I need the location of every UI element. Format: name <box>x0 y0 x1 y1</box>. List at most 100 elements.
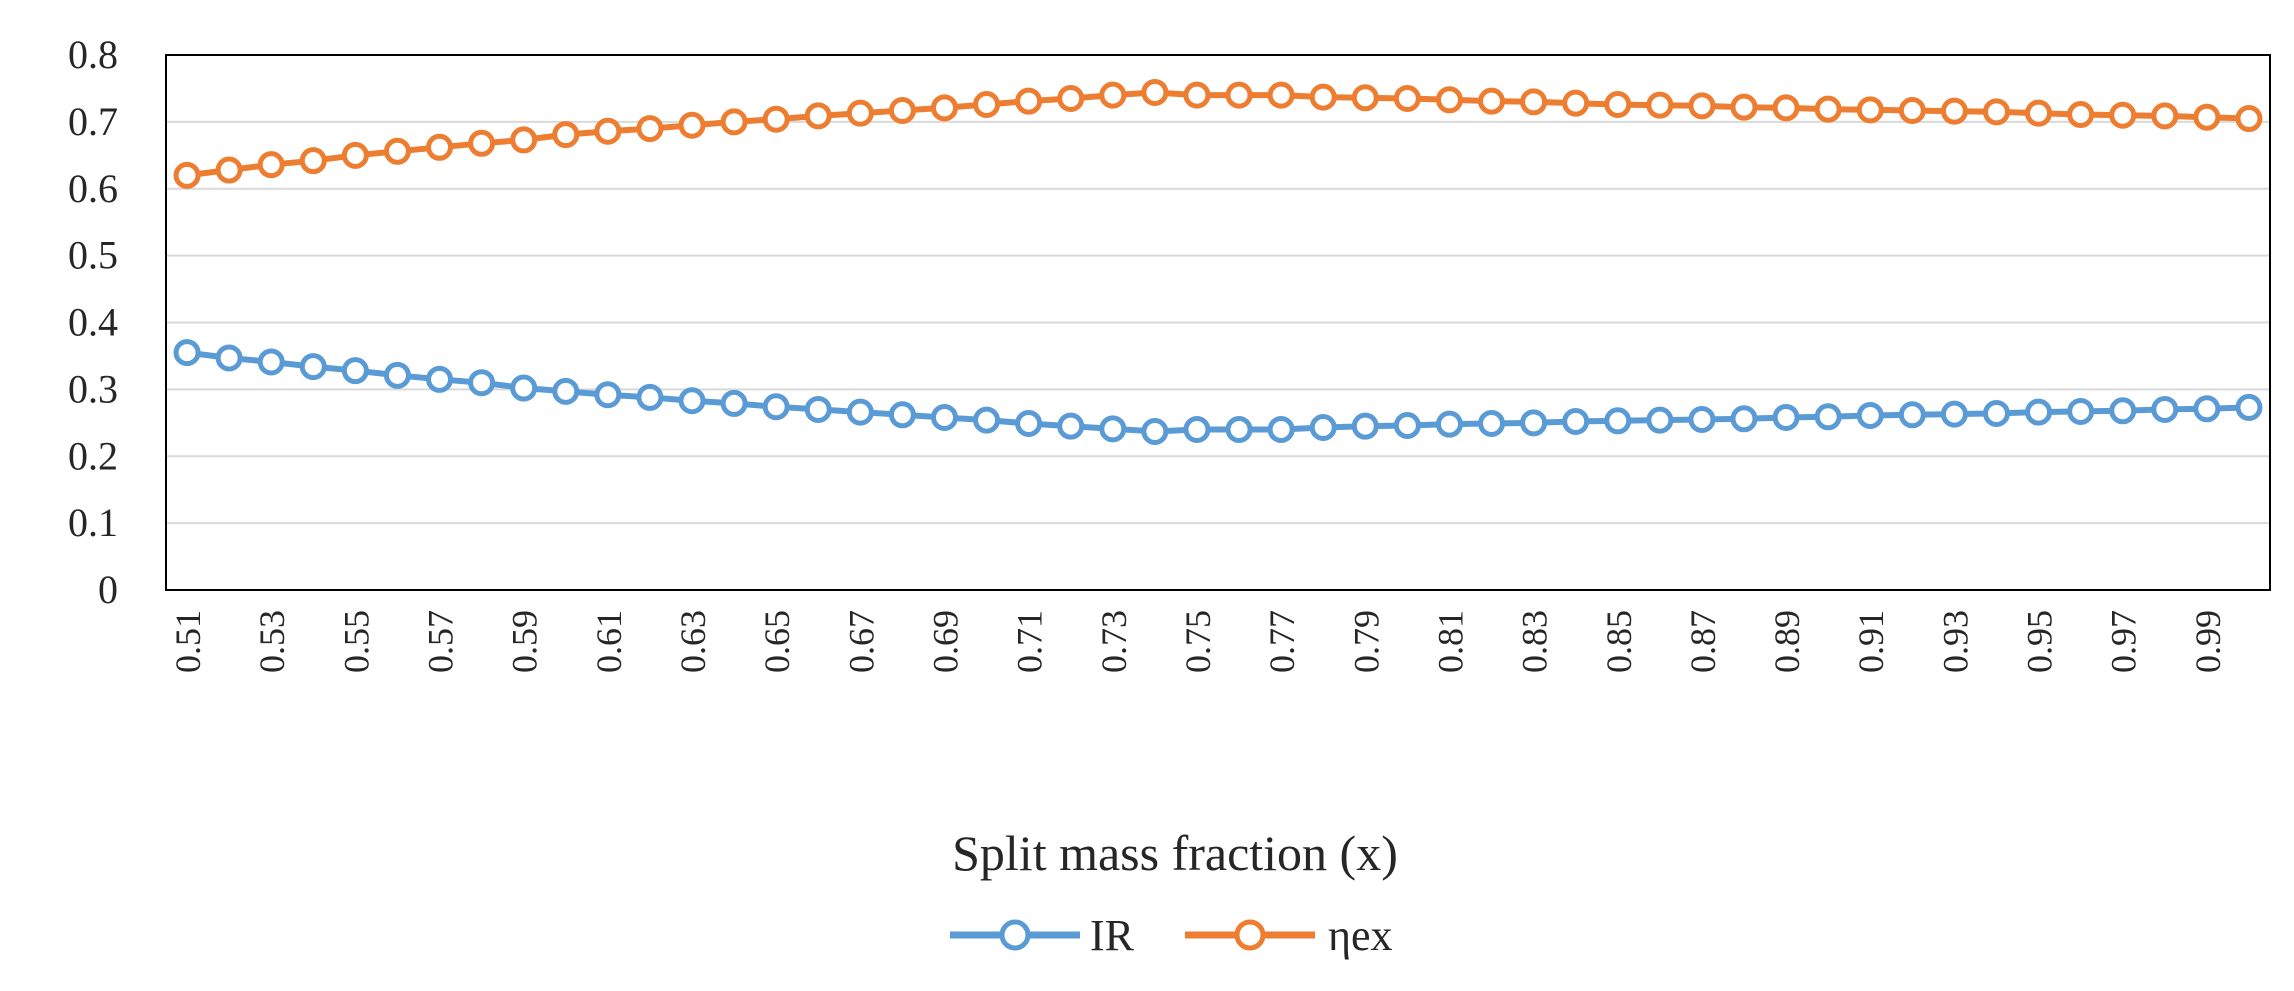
data-point <box>1478 87 1506 115</box>
x-tick-label: 0.65 <box>757 610 797 673</box>
data-point <box>720 108 748 136</box>
data-point <box>1267 81 1295 109</box>
data-point <box>1814 95 1842 123</box>
y-tick-label: 0 <box>98 567 118 612</box>
data-point <box>1604 90 1632 118</box>
data-point <box>1351 84 1379 112</box>
x-tick-label: 0.61 <box>589 610 629 673</box>
data-point <box>2193 395 2221 423</box>
data-point <box>1015 87 1043 115</box>
x-tick-label: 0.99 <box>2188 610 2228 673</box>
data-point <box>1688 405 1716 433</box>
data-point <box>1898 401 1926 429</box>
data-point <box>1435 410 1463 438</box>
y-tick-label: 0.8 <box>68 32 118 77</box>
series-ir <box>173 339 2263 446</box>
x-tick-label: 0.97 <box>2104 610 2144 673</box>
data-point <box>846 398 874 426</box>
data-point <box>1814 403 1842 431</box>
data-point <box>1393 411 1421 439</box>
data-point <box>804 395 832 423</box>
data-point <box>173 339 201 367</box>
data-point <box>636 383 664 411</box>
data-point <box>888 401 916 429</box>
x-tick-label: 0.79 <box>1346 610 1386 673</box>
data-point <box>1057 412 1085 440</box>
data-point <box>1982 399 2010 427</box>
plot-border <box>165 54 2271 591</box>
data-point <box>510 126 538 154</box>
data-point <box>1856 401 1884 429</box>
data-point <box>552 377 580 405</box>
x-tick-label: 0.95 <box>2020 610 2060 673</box>
legend-label: IR <box>1090 911 1135 960</box>
data-point <box>888 97 916 125</box>
y-tick-label: 0.5 <box>68 233 118 278</box>
data-point <box>468 129 496 157</box>
data-point <box>594 381 622 409</box>
data-point <box>1099 81 1127 109</box>
data-point <box>678 387 706 415</box>
data-point <box>1898 97 1926 125</box>
x-axis-title: Split mass fraction (x) <box>952 825 1398 881</box>
data-point <box>299 147 327 175</box>
series-eta-ex <box>173 78 2263 189</box>
data-point <box>1520 409 1548 437</box>
data-point <box>2025 398 2053 426</box>
data-point <box>1183 416 1211 443</box>
data-point <box>299 353 327 381</box>
data-point <box>1099 415 1127 443</box>
legend-label: ηex <box>1328 911 1393 960</box>
data-point <box>1646 91 1674 119</box>
data-point <box>1772 94 1800 122</box>
data-point <box>1435 86 1463 114</box>
data-point <box>1478 409 1506 437</box>
x-tick-label: 0.71 <box>1010 610 1050 673</box>
x-tick-label: 0.53 <box>252 610 292 673</box>
x-tick-label: 0.83 <box>1515 610 1555 673</box>
data-point <box>1015 409 1043 437</box>
axes: 0 0.1 0.2 0.3 0.4 0.5 0.6 0.7 0.8 0.51 0.53 0.55 0.5… <box>68 32 2271 673</box>
data-point <box>1940 400 1968 428</box>
legend-item-eta-ex: ηex <box>1185 911 1393 960</box>
series-group <box>173 78 2263 446</box>
x-tick-label: 0.73 <box>1094 610 1134 673</box>
data-point <box>341 357 369 385</box>
data-point <box>215 344 243 372</box>
data-point <box>2235 393 2263 421</box>
data-point <box>468 369 496 397</box>
y-tick-label: 0.2 <box>68 433 118 478</box>
data-point <box>678 111 706 139</box>
data-point <box>846 99 874 127</box>
data-point <box>1772 403 1800 431</box>
x-tick-label: 0.57 <box>421 610 461 673</box>
data-point <box>2109 397 2137 425</box>
data-point <box>2067 101 2095 129</box>
y-tick-label: 0.3 <box>68 366 118 411</box>
data-point <box>552 121 580 149</box>
data-point <box>173 161 201 189</box>
data-point <box>1562 407 1590 435</box>
data-point <box>1351 412 1379 440</box>
data-point <box>762 105 790 133</box>
data-point <box>1730 405 1758 433</box>
data-point <box>2193 103 2221 131</box>
y-tick-label: 0.6 <box>68 166 118 211</box>
data-point <box>1225 416 1253 443</box>
data-point <box>1309 83 1337 111</box>
data-point <box>341 141 369 169</box>
data-point <box>2025 99 2053 127</box>
data-point <box>1562 89 1590 117</box>
x-tick-label: 0.87 <box>1683 610 1723 673</box>
series-line <box>186 89 2250 179</box>
data-point <box>720 389 748 417</box>
data-point <box>1057 84 1085 112</box>
data-point <box>930 403 958 431</box>
x-tick-label: 0.67 <box>841 610 881 673</box>
y-tick-label: 0.1 <box>68 500 118 545</box>
data-point <box>636 115 664 143</box>
data-point <box>1520 88 1548 116</box>
data-point <box>383 361 411 389</box>
x-tick-label: 0.51 <box>168 610 208 673</box>
